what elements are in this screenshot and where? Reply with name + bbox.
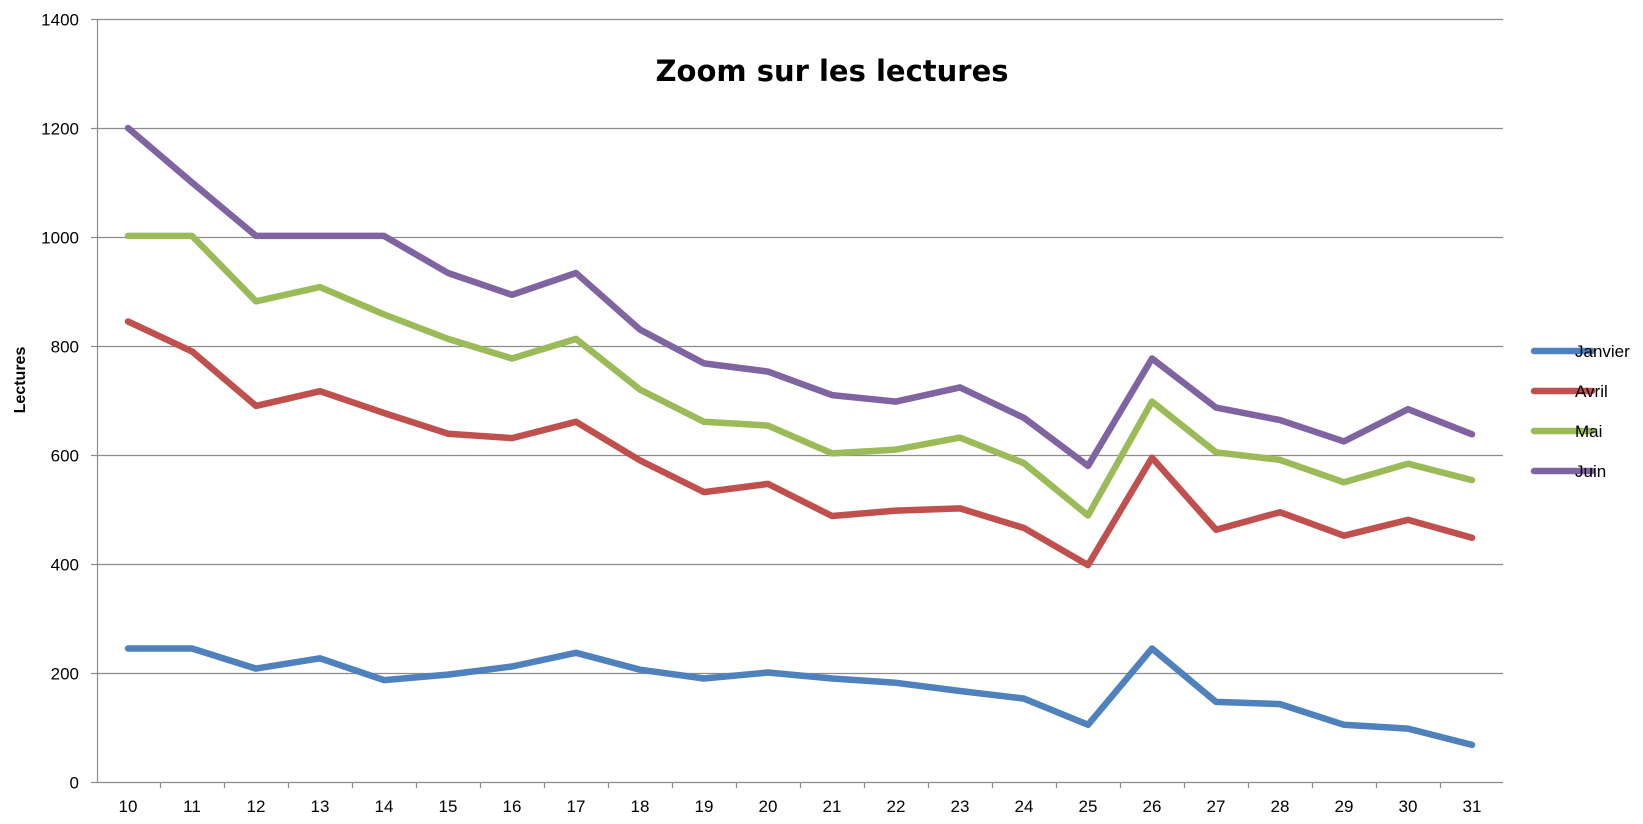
x-tick-label: 25 (1079, 797, 1098, 816)
tick-labels: 0 200 400 600 800 1000 1200 1400 10 11 12 13 14 15 16 1… (41, 11, 1481, 817)
x-tick-label: 27 (1207, 797, 1226, 816)
axes (91, 18, 1503, 788)
x-tick-label: 29 (1335, 797, 1354, 816)
x-tick-label: 24 (1015, 797, 1034, 816)
x-tick-label: 19 (695, 797, 714, 816)
x-tick-label: 22 (887, 797, 906, 816)
series-line-mai (124, 232, 1476, 519)
gridlines (97, 18, 1503, 675)
x-tick-label: 15 (439, 797, 458, 816)
y-tick-label: 800 (51, 338, 79, 357)
x-tick-label: 30 (1399, 797, 1418, 816)
legend: Janvier Avril Mai Juin (1530, 342, 1630, 481)
y-tick-label: 600 (51, 447, 79, 466)
legend-label-janvier: Janvier (1575, 342, 1630, 361)
x-tick-label: 21 (823, 797, 842, 816)
series-line-avril (124, 318, 1476, 569)
legend-label-avril: Avril (1575, 382, 1608, 401)
x-tick-label: 23 (951, 797, 970, 816)
y-tick-label: 1200 (41, 120, 79, 139)
x-tick-label: 16 (503, 797, 522, 816)
x-tick-label: 28 (1271, 797, 1290, 816)
x-tick-label: 18 (631, 797, 650, 816)
x-tick-label: 31 (1463, 797, 1482, 816)
x-tick-label: 12 (247, 797, 266, 816)
y-tick-label: 400 (51, 556, 79, 575)
x-tick-label: 13 (311, 797, 330, 816)
x-tick-label: 20 (759, 797, 778, 816)
series-line-janvier (124, 645, 1476, 749)
x-tick-label: 14 (375, 797, 394, 816)
series-lines (124, 124, 1476, 749)
x-tick-label: 11 (183, 797, 201, 816)
y-axis-title: Lectures (12, 347, 29, 414)
y-tick-label: 1000 (41, 229, 79, 248)
y-tick-label: 0 (70, 774, 79, 793)
series-line-juin (124, 124, 1476, 470)
chart-title: Zoom sur les lectures (656, 54, 1009, 88)
y-tick-label: 1400 (41, 11, 79, 30)
y-tick-label: 200 (51, 665, 79, 684)
legend-label-mai: Mai (1575, 422, 1602, 441)
x-tick-label: 17 (567, 797, 586, 816)
x-tick-label: 26 (1143, 797, 1162, 816)
x-tick-label: 10 (119, 797, 138, 816)
legend-label-juin: Juin (1575, 462, 1606, 481)
